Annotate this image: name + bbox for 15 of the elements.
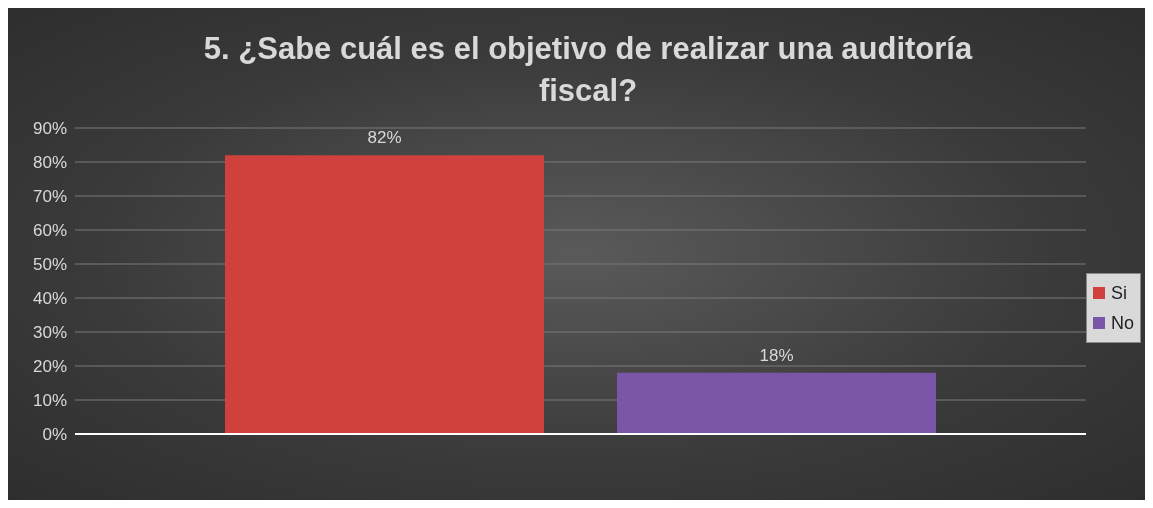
y-tick-label: 20%	[32, 357, 67, 377]
y-tick-label: 10%	[32, 391, 67, 411]
chart-title: 5. ¿Sabe cuál es el objetivo de realizar una auditoría fiscal?	[202, 30, 974, 110]
y-tick-label: 30%	[32, 323, 67, 343]
y-tick-label: 50%	[32, 255, 67, 275]
y-tick-label: 60%	[32, 221, 67, 241]
data-label: 18%	[759, 345, 794, 365]
data-label: 82%	[367, 128, 402, 148]
y-tick-label: 0%	[42, 425, 67, 445]
legend-label: No	[1110, 312, 1134, 335]
legend-label: Si	[1110, 282, 1128, 305]
y-tick-label: 90%	[32, 119, 67, 139]
y-tick-label: 70%	[32, 187, 67, 207]
y-tick-label: 80%	[32, 153, 67, 173]
y-tick-label: 40%	[32, 289, 67, 309]
